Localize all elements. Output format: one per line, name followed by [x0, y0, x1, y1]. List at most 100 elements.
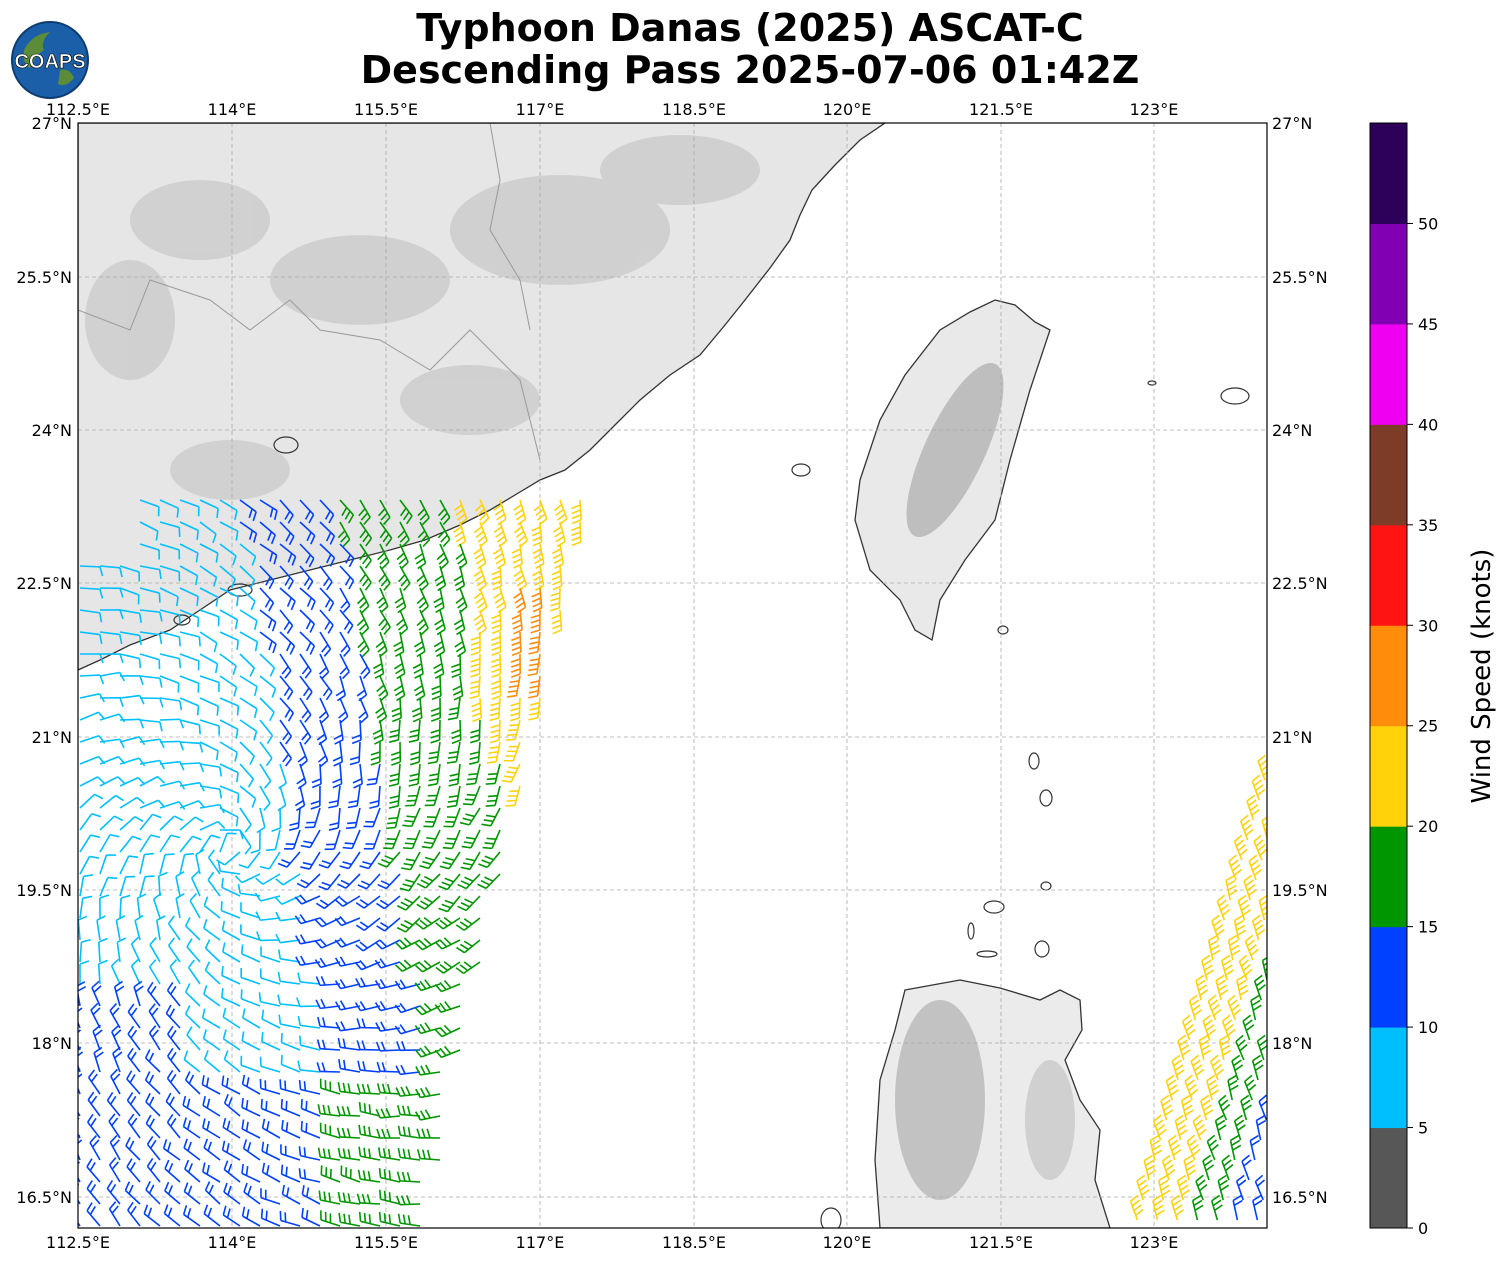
wind-barb — [393, 631, 405, 657]
wind-barb — [1202, 1154, 1215, 1181]
wind-barb — [414, 1022, 441, 1035]
wind-barb — [396, 1105, 421, 1117]
wind-barb — [199, 587, 219, 607]
wind-barb — [337, 521, 351, 548]
wind-barb — [318, 873, 341, 891]
wind-barb — [219, 587, 239, 607]
wind-barb — [175, 893, 185, 919]
wind-barb — [222, 1205, 241, 1227]
wind-barb — [299, 631, 316, 655]
wind-barb — [186, 1026, 201, 1051]
colorbar-tick-label: 50 — [1418, 214, 1438, 233]
wind-barb — [223, 1160, 241, 1183]
wind-barb — [1210, 1054, 1225, 1081]
wind-barb — [482, 829, 501, 850]
wind-barb — [87, 1091, 101, 1117]
wind-barb — [434, 1045, 461, 1059]
wind-barb — [79, 653, 104, 664]
wind-barb — [106, 1091, 121, 1117]
wind-barb — [378, 609, 391, 635]
lat-tick-label-left: 24°N — [32, 421, 72, 440]
wind-barb — [86, 1158, 101, 1183]
wind-barb — [99, 587, 124, 598]
wind-barb — [261, 1141, 281, 1161]
wind-barb — [532, 565, 545, 591]
wind-barb — [115, 915, 126, 941]
wind-barb — [260, 946, 281, 963]
wind-barb — [119, 894, 131, 919]
wind-barb — [395, 1086, 421, 1097]
wind-barb — [79, 813, 102, 831]
wind-barb — [332, 741, 344, 767]
wind-barb — [187, 959, 201, 985]
wind-barb — [239, 763, 255, 788]
wind-barb — [531, 521, 543, 547]
wind-barb — [199, 565, 218, 587]
wind-barb — [219, 741, 238, 762]
wind-barb — [240, 967, 261, 985]
wind-barb — [398, 565, 411, 591]
wind-barb — [359, 543, 372, 569]
lat-tick-label-left: 18°N — [32, 1034, 72, 1053]
wind-barb — [335, 675, 347, 702]
wind-barb — [183, 1182, 201, 1205]
wind-barb — [452, 675, 464, 701]
wind-barb — [139, 675, 163, 688]
wind-barb — [446, 741, 461, 764]
wind-barb — [298, 1168, 321, 1183]
wind-barb — [319, 543, 336, 567]
wind-barb — [1152, 1194, 1165, 1221]
wind-barb — [455, 917, 481, 931]
wind-barb — [199, 741, 219, 761]
wind-barb — [1231, 1054, 1244, 1081]
wind-barb — [451, 653, 462, 679]
wind-barb — [454, 631, 467, 658]
wind-barb — [184, 983, 201, 1007]
colorbar-segment — [1370, 725, 1407, 827]
wind-barb — [1251, 774, 1266, 801]
wind-barb — [376, 917, 401, 932]
wind-barb — [431, 675, 442, 701]
wind-barb — [396, 1171, 421, 1183]
colorbar-tick-label: 40 — [1418, 415, 1438, 434]
wind-barb — [255, 911, 281, 922]
wind-barb — [86, 1202, 101, 1227]
wind-barb — [119, 796, 145, 809]
lat-ticks-left: 27°N 25.5°N 24°N 22.5°N 21°N 19.5°N 18°N 16.5°N — [16, 114, 72, 1207]
wind-barb — [1236, 974, 1249, 1001]
wind-barb — [119, 653, 142, 669]
wind-barb — [167, 937, 181, 963]
wind-barb — [501, 763, 521, 783]
wind-barb — [318, 851, 341, 869]
wind-barb — [259, 543, 278, 565]
wind-barb — [1176, 1174, 1191, 1201]
wind-barb — [366, 763, 381, 786]
wind-barb — [1233, 834, 1248, 861]
wind-barb — [119, 565, 141, 582]
wind-barb — [297, 972, 321, 985]
wind-barb — [355, 939, 381, 952]
colorbar-tick-label: 45 — [1418, 315, 1438, 334]
lon-tick-label-bottom: 121.5°E — [969, 1233, 1033, 1252]
wind-barb — [376, 675, 389, 702]
wind-barb — [199, 543, 219, 563]
wind-barb — [126, 1070, 141, 1095]
wind-barb — [79, 938, 91, 963]
wind-barb — [239, 829, 252, 855]
wind-barb — [277, 971, 301, 985]
wind-barb — [90, 1002, 101, 1029]
wind-barb — [357, 587, 370, 614]
wind-barb — [1195, 974, 1209, 1001]
wind-barb — [416, 587, 429, 614]
wind-barb — [241, 1119, 261, 1139]
wind-barb — [552, 521, 566, 548]
wind-barb — [239, 521, 258, 543]
wind-barb — [127, 1025, 141, 1051]
wind-barb — [356, 1083, 381, 1095]
wind-barb — [417, 499, 430, 526]
wind-barb — [159, 697, 183, 711]
wind-barb — [457, 895, 481, 912]
wind-barb — [179, 653, 200, 671]
wind-barb — [184, 1159, 201, 1183]
wind-barb — [1157, 1174, 1171, 1201]
